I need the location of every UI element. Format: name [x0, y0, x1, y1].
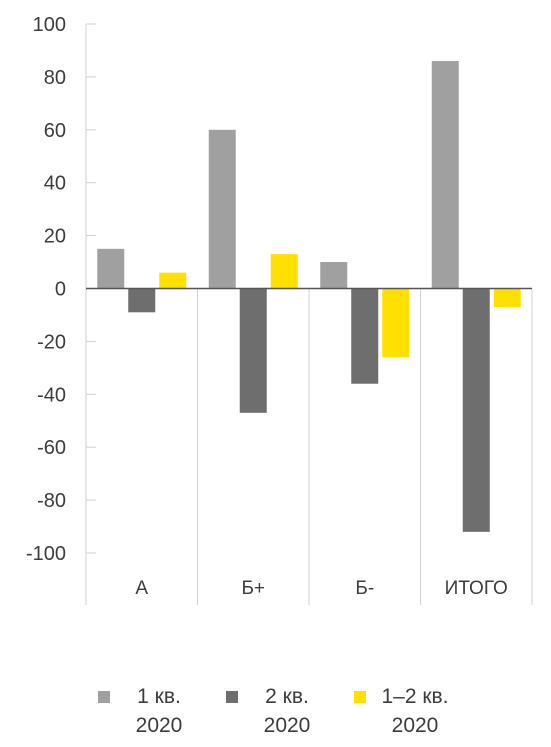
y-tick-label: 20 — [44, 226, 66, 248]
bar — [382, 288, 410, 358]
bar — [320, 262, 348, 289]
y-tick-label: 100 — [33, 14, 66, 36]
legend: 1 кв. 2020 2 кв. 2020 1–2 кв. 2020 — [98, 682, 484, 740]
bar — [462, 288, 490, 532]
bar — [239, 288, 267, 413]
legend-item-q2: 2 кв. 2020 — [226, 682, 354, 740]
bar — [493, 288, 521, 308]
bar — [351, 288, 379, 384]
bar — [159, 272, 187, 289]
legend-swatch-q1-q2 — [354, 691, 366, 703]
legend-item-q1-q2: 1–2 кв. 2020 — [354, 682, 484, 740]
y-tick-label: -20 — [37, 331, 66, 353]
bar — [128, 288, 156, 313]
category-label: Б- — [355, 578, 374, 599]
legend-label-q1: 1 кв. 2020 — [135, 685, 183, 737]
legend-label-q1-q2: 1–2 кв. 2020 — [381, 685, 449, 737]
y-tick-label: -80 — [37, 490, 66, 512]
legend-swatch-q2 — [226, 691, 238, 703]
bar — [431, 61, 459, 289]
legend-label-q2: 2 кв. 2020 — [263, 685, 311, 737]
y-tick-label: 0 — [55, 279, 66, 301]
category-label: А — [135, 578, 148, 599]
y-tick-label: -40 — [37, 384, 66, 406]
y-tick-label: 40 — [44, 173, 66, 195]
category-label: Б+ — [241, 578, 265, 599]
legend-item-q1: 1 кв. 2020 — [98, 682, 226, 740]
category-label: ИТОГО — [445, 578, 508, 599]
legend-swatch-q1 — [98, 691, 110, 703]
y-tick-label: -100 — [26, 543, 66, 565]
bar — [97, 248, 125, 289]
bar — [270, 254, 298, 289]
y-tick-label: 80 — [44, 67, 66, 89]
y-tick-label: 60 — [44, 120, 66, 142]
y-tick-label: -60 — [37, 437, 66, 459]
bar — [208, 129, 236, 289]
